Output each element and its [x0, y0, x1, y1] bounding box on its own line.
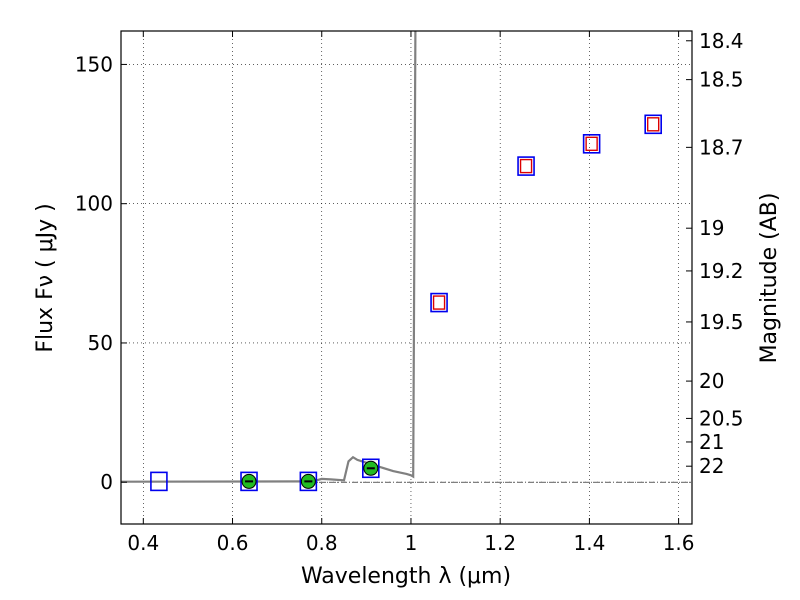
plot-frame — [120, 30, 693, 525]
y2-tick-label: 18.4 — [699, 29, 744, 53]
model-flux-marker — [585, 136, 598, 152]
observed-flux-marker — [240, 471, 258, 492]
marker-layer — [150, 114, 662, 492]
x-tick-label: 1.6 — [663, 531, 695, 555]
model-sed-layer — [120, 30, 417, 483]
y2-tick-label: 19 — [699, 216, 724, 240]
y2-tick-label: 20.5 — [699, 406, 744, 430]
y2-tick-label: 19.2 — [699, 259, 744, 283]
model-flux-marker — [432, 295, 446, 310]
y-tick-label: 150 — [75, 52, 113, 76]
x-tick-label: 0.8 — [306, 531, 338, 555]
y2-tick-label: 21 — [699, 430, 724, 454]
observed-flux-marker — [150, 471, 168, 492]
x-tick-label: 1.4 — [573, 531, 605, 555]
y2-tick-label: 20 — [699, 369, 724, 393]
x-tick-label: 1 — [405, 531, 418, 555]
observed-flux-marker — [299, 471, 318, 492]
observed-flux-marker — [430, 292, 448, 313]
y-axis-label: Flux Fν ( μJy ) — [33, 203, 58, 352]
model-sed-line — [120, 30, 417, 483]
y-tick-label: 0 — [100, 470, 113, 494]
x-axis-label: Wavelength λ (μm) — [301, 564, 511, 589]
y2-tick-label: 18.5 — [699, 68, 744, 92]
observed-flux-marker — [644, 114, 662, 135]
tick-layer: 0.4 0.6 0.8 1 1.2 1.4 1.6 0 50 100 150 18.4 18.5 18.7… — [75, 29, 744, 555]
x-tick-label: 0.6 — [217, 531, 249, 555]
observed-flux-marker — [582, 134, 601, 154]
y-tick-label: 100 — [75, 192, 113, 216]
y2-tick-label: 19.5 — [699, 310, 744, 334]
y-tick-label: 50 — [88, 331, 113, 355]
x-tick-label: 1.2 — [484, 531, 516, 555]
x-tick-label: 0.4 — [127, 531, 159, 555]
y2-tick-label: 18.7 — [699, 135, 744, 159]
y2-axis-label: Magnitude (AB) — [757, 193, 782, 364]
observed-flux-marker — [362, 458, 380, 479]
model-flux-marker — [519, 158, 533, 174]
y2-tick-label: 22 — [699, 454, 724, 478]
observed-flux-marker — [517, 156, 535, 176]
model-flux-marker — [646, 117, 660, 132]
